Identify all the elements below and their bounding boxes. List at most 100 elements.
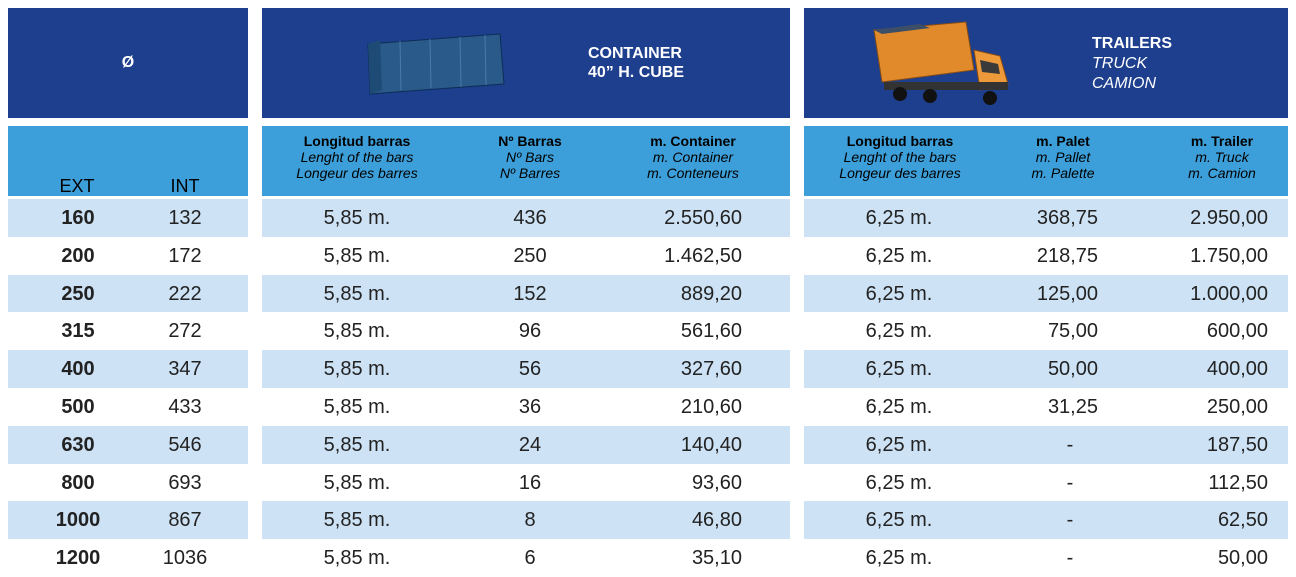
table-cell: 2.950,00 [1130, 199, 1268, 237]
column-header: EXT [27, 176, 127, 196]
table-cell: 867 [130, 501, 240, 539]
table-cell: 436 [470, 199, 590, 237]
table-cell: 140,40 [600, 426, 742, 464]
column-header: m. Palet [973, 133, 1153, 149]
table-cell: 6,25 m. [804, 199, 994, 237]
table-cell: 24 [470, 426, 590, 464]
column-header: Longitud barras [810, 133, 990, 149]
table-cell: 5,85 m. [262, 539, 452, 577]
table-cell: 5,85 m. [262, 501, 452, 539]
table-cell: 1200 [8, 539, 148, 577]
column-header: INT [135, 176, 235, 196]
table-cell: 8 [470, 501, 590, 539]
table-cell: 546 [130, 426, 240, 464]
header-container: CONTAINER 40” H. CUBE [262, 8, 790, 118]
trailers-line: CAMION [1092, 74, 1156, 94]
table-cell: 50,00 [1130, 539, 1268, 577]
page: Ø CONTAINER 40” H. CUBE TRAILERS TRUCK C… [0, 0, 1296, 577]
table-cell: 1.000,00 [1130, 275, 1268, 313]
table-cell: 315 [8, 312, 148, 350]
table-cell: 5,85 m. [262, 199, 452, 237]
table-cell: 125,00 [1000, 275, 1098, 313]
table-cell: 16 [470, 464, 590, 502]
header-trailers: TRAILERS TRUCK CAMION [804, 8, 1288, 118]
container-title: CONTAINER [588, 44, 682, 63]
table-cell: 50,00 [1000, 350, 1098, 388]
table-cell: 561,60 [600, 312, 742, 350]
table-cell: 1.462,50 [600, 237, 742, 275]
table-cell: - [1040, 464, 1100, 502]
table-cell: - [1040, 501, 1100, 539]
table-cell: 1036 [130, 539, 240, 577]
table-cell: 6,25 m. [804, 464, 994, 502]
column-header: m. Container [603, 133, 783, 149]
table-cell: 132 [130, 199, 240, 237]
column-header: m. Palette [973, 165, 1153, 181]
table-cell: - [1040, 426, 1100, 464]
table-cell: 46,80 [600, 501, 742, 539]
column-header: m. Truck [1132, 149, 1296, 165]
table-cell: 250,00 [1130, 388, 1268, 426]
table-cell: 272 [130, 312, 240, 350]
column-header: Longitud barras [267, 133, 447, 149]
diameter-label: Ø [8, 54, 248, 72]
table-cell: 152 [470, 275, 590, 313]
table-cell: 36 [470, 388, 590, 426]
table-cell: 6,25 m. [804, 350, 994, 388]
column-header: m. Pallet [973, 149, 1153, 165]
table-cell: 433 [130, 388, 240, 426]
table-cell: 5,85 m. [262, 426, 452, 464]
table-cell: 6,25 m. [804, 388, 994, 426]
table-cell: 250 [8, 275, 148, 313]
table-cell: 250 [470, 237, 590, 275]
table-cell: 1000 [8, 501, 148, 539]
table-cell: 400,00 [1130, 350, 1268, 388]
column-header: Longeur des barres [810, 165, 990, 181]
table-cell: 6,25 m. [804, 312, 994, 350]
table-cell: 5,85 m. [262, 237, 452, 275]
table-cell: 6,25 m. [804, 426, 994, 464]
table-cell: 5,85 m. [262, 275, 452, 313]
table-cell: 5,85 m. [262, 350, 452, 388]
truck-icon [870, 20, 1020, 110]
table-cell: 630 [8, 426, 148, 464]
container-icon [360, 32, 510, 102]
table-cell: 62,50 [1130, 501, 1268, 539]
table-cell: 93,60 [600, 464, 742, 502]
table-cell: - [1040, 539, 1100, 577]
table-cell: 800 [8, 464, 148, 502]
table-cell: 172 [130, 237, 240, 275]
column-header: Longeur des barres [267, 165, 447, 181]
table-cell: 5,85 m. [262, 388, 452, 426]
table-cell: 5,85 m. [262, 312, 452, 350]
table-cell: 187,50 [1130, 426, 1268, 464]
column-header: Lenght of the bars [810, 149, 990, 165]
table-cell: 347 [130, 350, 240, 388]
table-cell: 368,75 [1000, 199, 1098, 237]
table-cell: 600,00 [1130, 312, 1268, 350]
table-cell: 889,20 [600, 275, 742, 313]
table-cell: 400 [8, 350, 148, 388]
table-cell: 327,60 [600, 350, 742, 388]
table-cell: 210,60 [600, 388, 742, 426]
column-header: Nº Barres [440, 165, 620, 181]
table-cell: 693 [130, 464, 240, 502]
table-cell: 1.750,00 [1130, 237, 1268, 275]
table-cell: 500 [8, 388, 148, 426]
column-header: Nº Barras [440, 133, 620, 149]
table-cell: 222 [130, 275, 240, 313]
table-cell: 6,25 m. [804, 501, 994, 539]
table-cell: 5,85 m. [262, 464, 452, 502]
table-cell: 200 [8, 237, 148, 275]
table-cell: 31,25 [1000, 388, 1098, 426]
table-cell: 75,00 [1000, 312, 1098, 350]
column-header: m. Conteneurs [603, 165, 783, 181]
column-header: m. Container [603, 149, 783, 165]
table-cell: 160 [8, 199, 148, 237]
column-header: Nº Bars [440, 149, 620, 165]
header-diameter: Ø [8, 8, 248, 118]
trailers-title: TRAILERS [1092, 34, 1172, 54]
table-cell: 218,75 [1000, 237, 1098, 275]
table-cell: 6 [470, 539, 590, 577]
trailers-line: TRUCK [1092, 54, 1147, 74]
